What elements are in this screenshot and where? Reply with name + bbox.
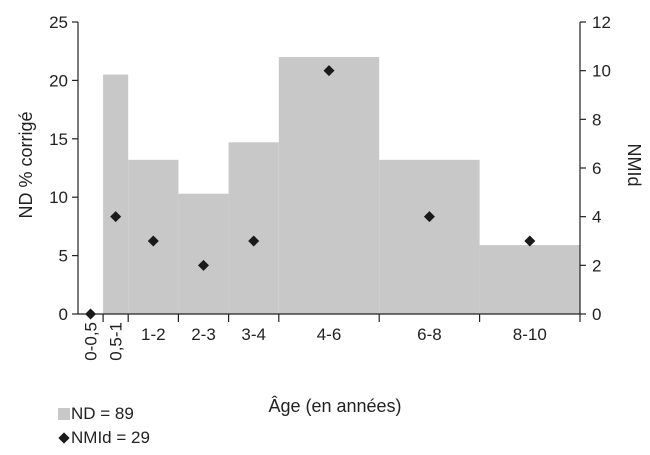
histogram-bars <box>103 57 580 314</box>
x-tick-label-7: 8-10 <box>513 325 547 344</box>
bar-4 <box>228 142 279 314</box>
x-tick-label-4: 3-4 <box>241 325 266 344</box>
x-tick-label-0: 0-0,5 <box>82 322 101 361</box>
legend-item-nd: ND = 89 <box>58 404 134 424</box>
y-right-tick-label-0: 0 <box>592 305 601 324</box>
y-left-tick-label-5: 25 <box>49 13 68 32</box>
y-left-axis-title: ND % corrigé <box>16 111 36 218</box>
x-tick-label-1: 0,5-1 <box>107 322 126 361</box>
legend-nmid-label: NMId = 29 <box>71 428 150 447</box>
point-1 <box>110 211 122 223</box>
axes <box>72 21 586 322</box>
bar-7 <box>479 245 580 314</box>
bar-1 <box>103 74 129 314</box>
x-tick-label-3: 2-3 <box>191 325 216 344</box>
x-tick-label-2: 1-2 <box>141 325 166 344</box>
bar-5 <box>278 57 380 314</box>
y-right-tick-label-5: 10 <box>592 62 611 81</box>
point-0 <box>85 308 97 320</box>
point-2 <box>147 235 159 247</box>
bar-6 <box>379 159 480 314</box>
legend-diamond-icon <box>58 432 70 444</box>
nmid-points <box>85 65 536 320</box>
point-3 <box>198 259 209 271</box>
y-right-axis-title: NMId <box>624 143 644 186</box>
x-tick-label-6: 6-8 <box>417 325 442 344</box>
x-tick-label-5: 4-6 <box>317 325 342 344</box>
legend-nd-label: ND = 89 <box>71 404 134 423</box>
y-right-tick-label-3: 6 <box>592 159 601 178</box>
y-left-tick-label-2: 10 <box>49 188 68 207</box>
y-right-tick-label-1: 2 <box>592 256 601 275</box>
y-left-tick-label-4: 20 <box>49 71 68 90</box>
legend-item-nmid: NMId = 29 <box>58 428 150 448</box>
y-left-tick-label-0: 0 <box>59 305 68 324</box>
legend-square-icon <box>58 408 70 420</box>
y-left-tick-label-3: 15 <box>49 130 68 149</box>
y-right-tick-label-2: 4 <box>592 208 601 227</box>
bar-3 <box>178 193 229 314</box>
y-right-tick-label-6: 12 <box>592 13 611 32</box>
point-5 <box>323 65 335 77</box>
x-axis-title: Âge (en années) <box>268 396 401 416</box>
y-right-tick-label-4: 8 <box>592 110 601 129</box>
point-7 <box>524 235 536 247</box>
point-6 <box>423 211 435 223</box>
point-4 <box>248 235 260 247</box>
y-left-tick-label-1: 5 <box>59 247 68 266</box>
tick-labels: 0 5 10 15 20 25 0 2 4 6 8 10 12 0-0,5 0,5-1 1-2 2-3 3-4 4-… <box>49 13 611 361</box>
